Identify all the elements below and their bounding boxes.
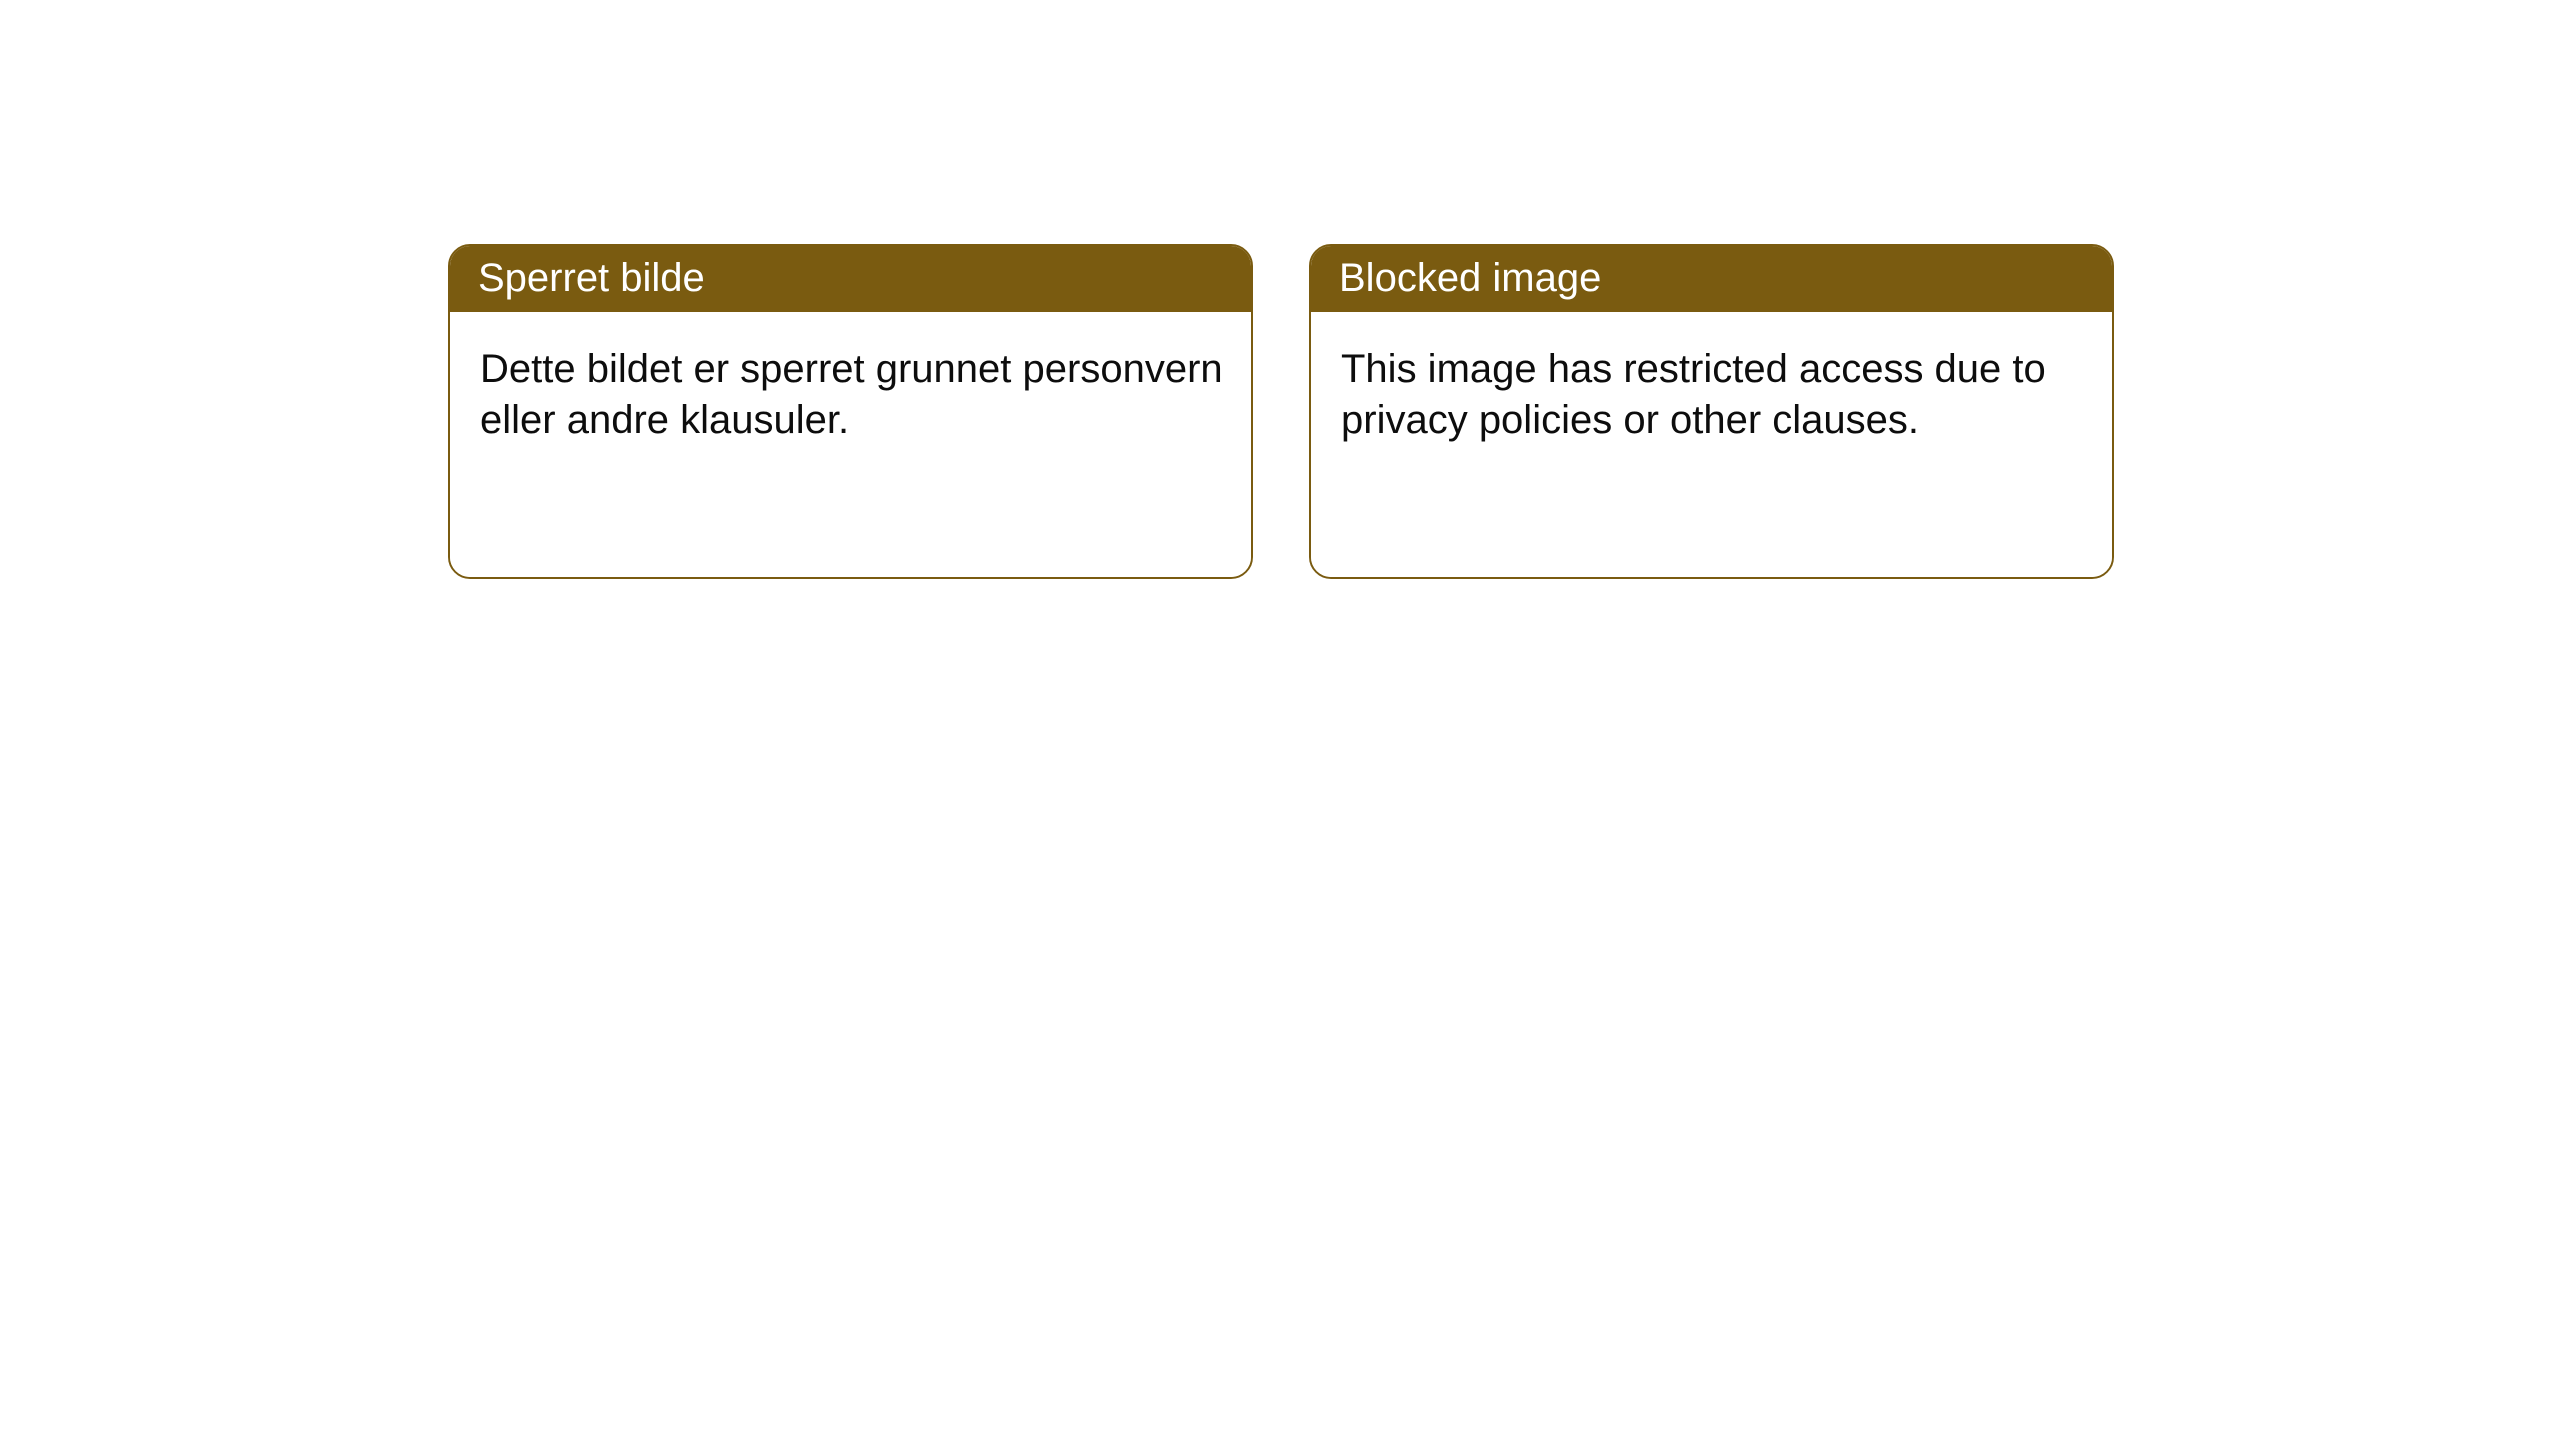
- card-body-norwegian: Dette bildet er sperret grunnet personve…: [450, 312, 1251, 577]
- card-title-norwegian: Sperret bilde: [450, 246, 1251, 312]
- blocked-image-card-norwegian: Sperret bilde Dette bildet er sperret gr…: [448, 244, 1253, 579]
- blocked-image-card-english: Blocked image This image has restricted …: [1309, 244, 2114, 579]
- notice-container: Sperret bilde Dette bildet er sperret gr…: [0, 0, 2560, 579]
- card-body-english: This image has restricted access due to …: [1311, 312, 2112, 577]
- card-title-english: Blocked image: [1311, 246, 2112, 312]
